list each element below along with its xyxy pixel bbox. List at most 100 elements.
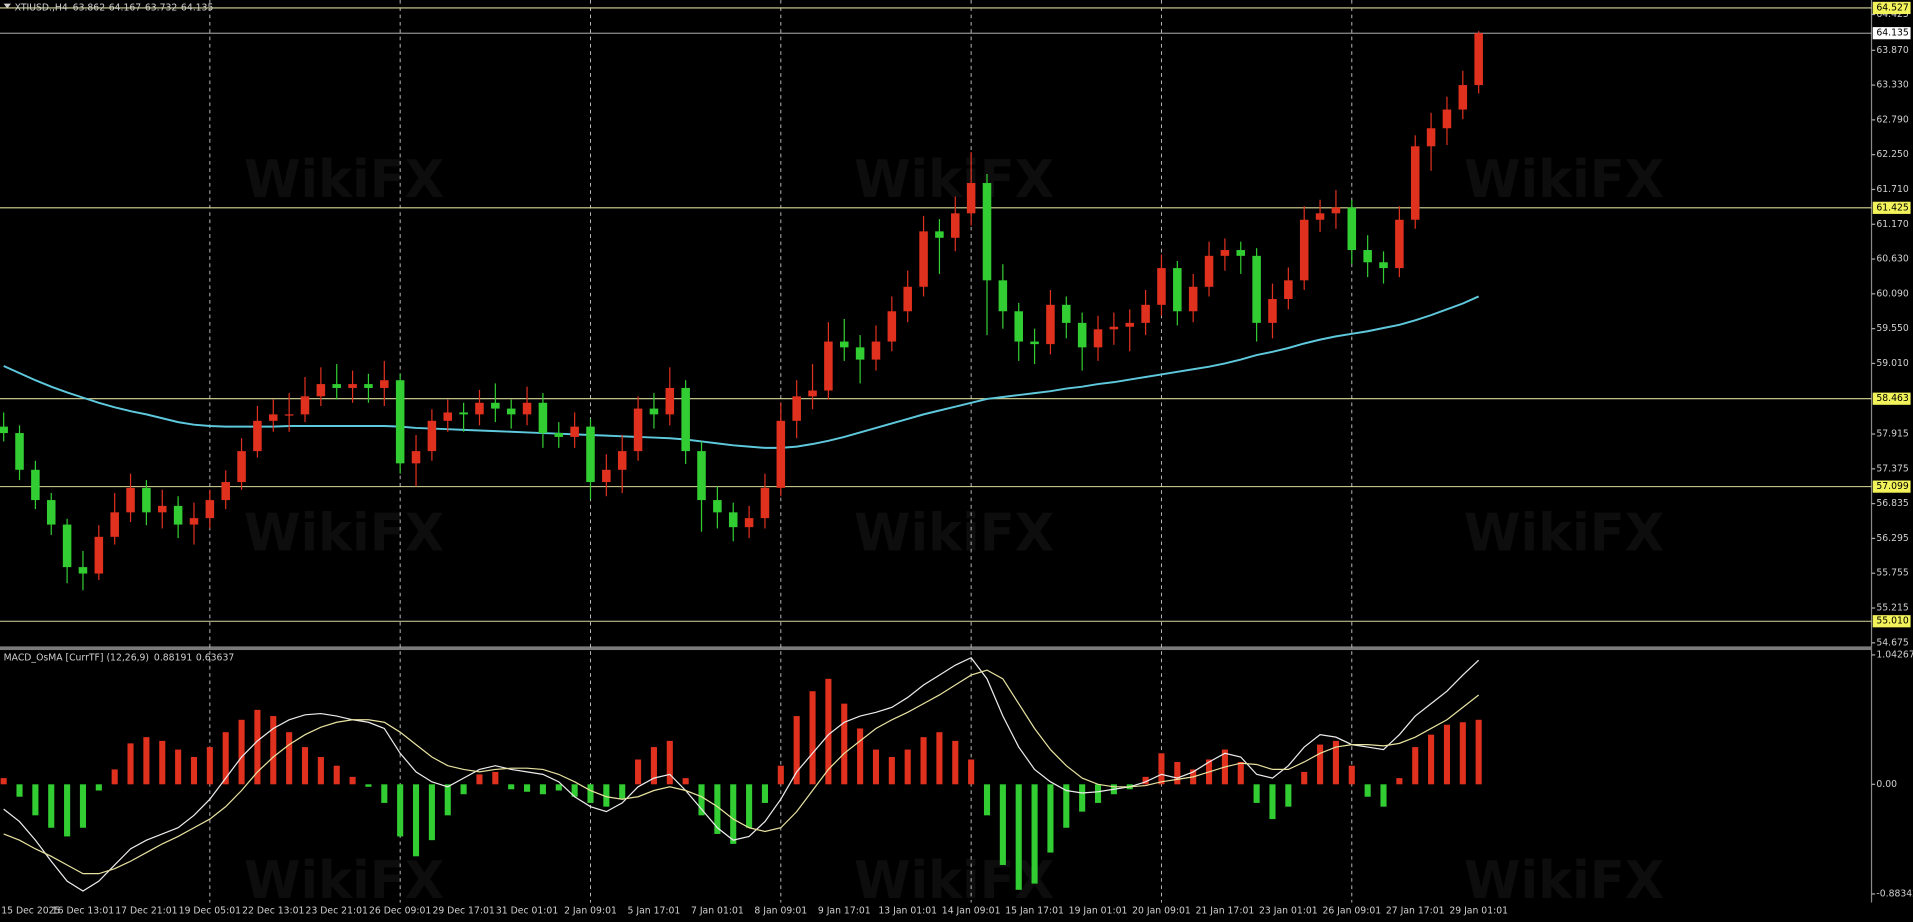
y-tick-label: 60.630 xyxy=(1876,254,1909,265)
bid-label: 64.135 xyxy=(1876,28,1909,39)
candle-body xyxy=(15,433,24,470)
close-readout: 64.135 xyxy=(181,2,214,13)
osma-bar xyxy=(127,743,134,785)
osma-bar xyxy=(79,784,87,828)
osma-bar xyxy=(571,784,578,797)
osma-bar xyxy=(0,778,7,785)
osma-bar xyxy=(1459,722,1466,785)
x-tick-label: 22 Dec 13:01 xyxy=(242,906,304,917)
x-tick-label: 19 Dec 05:01 xyxy=(179,906,241,917)
osma-bar xyxy=(587,784,594,803)
candle-body xyxy=(1204,255,1214,287)
level-label: 64.527 xyxy=(1876,2,1909,13)
candle-body xyxy=(1014,311,1023,342)
y-tick-label: 62.790 xyxy=(1876,114,1909,125)
watermark: WikiFX xyxy=(244,504,444,564)
x-tick-label: 23 Dec 21:01 xyxy=(306,906,368,917)
macd-header: MACD_OsMA [CurrTF] (12,26,9) 0.88191 0.636… xyxy=(4,652,235,663)
osma-bar xyxy=(1031,784,1038,884)
watermark: WikiFX xyxy=(244,851,444,911)
pane-separator xyxy=(0,646,1872,651)
osma-bar xyxy=(32,784,39,816)
moving-average xyxy=(3,295,1480,449)
candle-body xyxy=(1173,268,1182,312)
candle-body xyxy=(1442,109,1452,129)
x-tick-label: 9 Jan 17:01 xyxy=(818,906,871,917)
candle-body xyxy=(46,500,56,525)
candle-body xyxy=(871,341,881,360)
candle-body xyxy=(1093,329,1103,348)
osma-bar xyxy=(809,691,816,785)
osma-bar xyxy=(857,728,864,785)
candle-body xyxy=(1268,299,1277,323)
candle-body xyxy=(78,567,88,574)
candle-body xyxy=(602,469,611,483)
candle-body xyxy=(776,420,786,488)
osma-bar xyxy=(1285,784,1292,807)
osma-bar xyxy=(1301,771,1308,785)
osma-bar xyxy=(888,757,895,785)
y-tick-label: 61.170 xyxy=(1876,219,1909,230)
x-tick-label: 29 Jan 01:01 xyxy=(1449,906,1508,917)
osma-bar xyxy=(1174,761,1181,785)
osma-bar xyxy=(301,747,309,785)
candle-body xyxy=(617,451,627,470)
bid-label-box xyxy=(1872,27,1911,40)
y-tick-label: 56.835 xyxy=(1876,498,1909,509)
osma-bar xyxy=(317,757,324,785)
header-arrow xyxy=(3,3,11,9)
candle-body xyxy=(998,280,1008,312)
osma-bar xyxy=(603,784,610,807)
candle-body xyxy=(1157,268,1166,305)
candle-body xyxy=(1315,213,1325,220)
x-tick-label: 14 Jan 09:01 xyxy=(942,906,1001,917)
candle-body xyxy=(332,384,341,388)
candle-body xyxy=(824,341,833,391)
candle-body xyxy=(1426,128,1436,147)
candle-body xyxy=(237,451,246,483)
candle-body xyxy=(966,183,976,214)
osma-bar xyxy=(635,759,642,785)
y-tick-label: 57.375 xyxy=(1876,463,1909,474)
candle-body xyxy=(380,380,389,388)
osma-bar xyxy=(1332,740,1339,785)
candle-body xyxy=(1474,33,1483,86)
candle-body xyxy=(554,433,564,437)
osma-bar xyxy=(968,759,975,785)
candle-body xyxy=(1331,207,1341,214)
osma-bar xyxy=(746,784,753,828)
osma-bar xyxy=(492,771,499,785)
y-tick-label: -0.88342 xyxy=(1876,888,1913,899)
candle-body xyxy=(1379,262,1388,269)
watermark: WikiFX xyxy=(854,150,1054,210)
x-tick-label: 19 Jan 01:01 xyxy=(1069,906,1128,917)
candle-body xyxy=(1109,326,1119,330)
level-label: 61.425 xyxy=(1876,202,1909,213)
osma-bar xyxy=(666,740,673,785)
candle-body xyxy=(62,524,72,568)
macd-line xyxy=(3,656,1480,892)
osma-bar xyxy=(95,784,102,791)
level-label-box xyxy=(1872,480,1911,493)
candle-body xyxy=(935,231,944,238)
osma-bar xyxy=(1237,761,1244,785)
candle-body xyxy=(395,380,405,464)
candle-body xyxy=(903,286,912,312)
osma-bar xyxy=(1412,747,1419,785)
osma-bar xyxy=(1364,784,1371,797)
osma-bar xyxy=(650,747,657,785)
y-tick-label: 55.755 xyxy=(1876,568,1909,579)
osma-bar xyxy=(698,784,705,816)
osma-bar xyxy=(508,784,515,790)
level-label-box xyxy=(1872,615,1911,628)
candle-body xyxy=(887,311,897,342)
candle-body xyxy=(110,512,119,537)
osma-bar xyxy=(286,732,293,785)
macd-readout: 0.88191 xyxy=(154,652,192,663)
osma-bar xyxy=(1380,784,1387,807)
low-readout: 63.732 xyxy=(145,2,177,13)
candle-body xyxy=(94,536,104,574)
osma-bar xyxy=(524,784,531,792)
osma-bar xyxy=(936,732,943,785)
